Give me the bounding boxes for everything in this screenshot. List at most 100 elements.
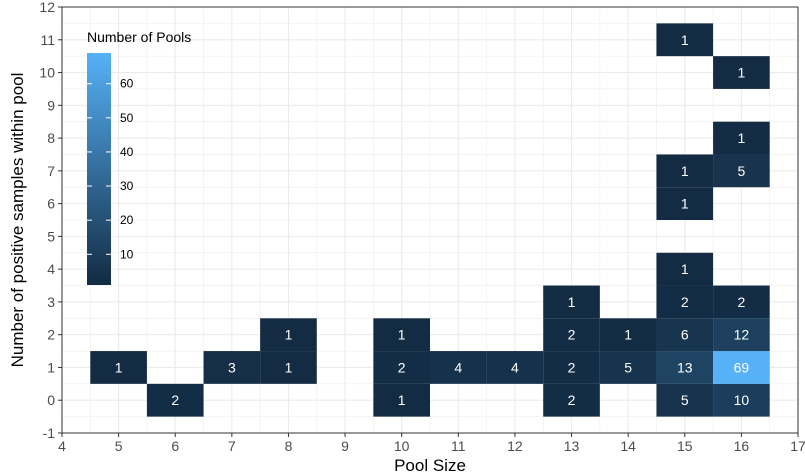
cell-value-label: 2 [568, 392, 576, 408]
heatmap-cell [430, 351, 487, 384]
heatmap-cell [373, 351, 430, 384]
y-tick-label: 8 [47, 130, 55, 146]
heatmap-cell [656, 252, 714, 286]
heatmap-cell [656, 23, 714, 57]
heatmap-cell [599, 351, 657, 384]
cell-value-label: 13 [677, 359, 693, 375]
heatmap-cell [599, 318, 657, 352]
x-tick-label: 15 [677, 438, 693, 454]
cell-value-label: 1 [681, 163, 689, 179]
heatmap-cell [656, 383, 714, 417]
cell-value-label: 4 [454, 359, 462, 375]
legend-title: Number of Pools [87, 29, 191, 45]
x-tick-label: 14 [620, 438, 636, 454]
heatmap-cell [146, 383, 204, 417]
heatmap-cell [486, 351, 544, 384]
x-tick-label: 8 [285, 438, 293, 454]
cell-value-label: 2 [568, 359, 576, 375]
x-tick-label: 17 [790, 438, 805, 454]
x-tick-label: 13 [564, 438, 580, 454]
y-tick-label: 6 [47, 196, 55, 212]
heatmap-cell [713, 154, 770, 188]
x-tick-label: 12 [507, 438, 523, 454]
x-axis-title: Pool Size [394, 456, 466, 475]
heatmap-cell [373, 318, 430, 352]
legend-tick-label: 20 [120, 213, 134, 227]
legend-tick-label: 60 [120, 77, 134, 91]
cell-value-label: 1 [115, 359, 123, 375]
y-axis-title: Number of positive samples within pool [8, 73, 27, 368]
cell-value-label: 69 [734, 359, 750, 375]
heatmap-cell [656, 154, 714, 188]
cell-value-label: 4 [511, 359, 519, 375]
y-tick-label: 10 [39, 65, 55, 81]
cell-value-label: 6 [681, 327, 689, 343]
heatmap-cell [656, 351, 714, 384]
x-tick-label: 9 [341, 438, 349, 454]
y-tick-label: 3 [47, 294, 55, 310]
heatmap-cell [543, 285, 600, 319]
heatmap-cell [713, 285, 770, 319]
heatmap-cell [656, 318, 714, 352]
x-tick-label: 16 [734, 438, 750, 454]
cell-value-label: 5 [737, 163, 745, 179]
cell-value-label: 1 [398, 392, 406, 408]
y-tick-label: 0 [47, 392, 55, 408]
cell-value-label: 12 [734, 327, 750, 343]
y-tick-label: 7 [47, 163, 55, 179]
y-tick-label: -1 [43, 425, 56, 441]
cell-value-label: 3 [228, 359, 236, 375]
cell-value-label: 1 [737, 65, 745, 81]
heatmap-cell [203, 351, 261, 384]
legend-colorbar [87, 53, 111, 285]
heatmap-cell [713, 318, 770, 352]
cell-value-label: 1 [624, 327, 632, 343]
cell-value-label: 5 [624, 359, 632, 375]
cell-value-label: 2 [681, 294, 689, 310]
heatmap-cell [543, 351, 600, 384]
x-tick-label: 7 [228, 438, 236, 454]
legend-tick-label: 50 [120, 111, 134, 125]
heatmap-cell [90, 351, 147, 384]
heatmap-cell [543, 318, 600, 352]
x-tick-label: 6 [171, 438, 179, 454]
heatmap-cell [713, 56, 770, 89]
y-tick-label: 5 [47, 228, 55, 244]
y-tick-label: 4 [47, 261, 55, 277]
cell-value-label: 5 [681, 392, 689, 408]
y-tick-label: 2 [47, 327, 55, 343]
heatmap-cell [713, 351, 770, 384]
heatmap-cell [656, 187, 714, 220]
cell-value-label: 2 [737, 294, 745, 310]
panel-border [61, 6, 799, 434]
cell-value-label: 1 [681, 196, 689, 212]
heatmap-cell [656, 285, 714, 319]
cell-value-label: 1 [398, 327, 406, 343]
cell-value-label: 2 [568, 327, 576, 343]
y-tick-label: 9 [47, 97, 55, 113]
cell-value-label: 2 [171, 392, 179, 408]
legend-tick-label: 30 [120, 179, 134, 193]
heatmap-cell [260, 318, 317, 352]
heatmap-cell [713, 383, 770, 417]
heatmap-cell [713, 121, 770, 155]
cell-value-label: 1 [737, 130, 745, 146]
heatmap-cell [260, 351, 317, 384]
y-tick-label: 11 [40, 32, 55, 48]
heatmap-cell [373, 383, 430, 417]
cell-value-label: 1 [285, 359, 293, 375]
x-tick-label: 5 [115, 438, 123, 454]
cell-value-label: 1 [568, 294, 576, 310]
x-tick-label: 11 [451, 438, 466, 454]
cell-value-label: 1 [681, 261, 689, 277]
cell-value-label: 10 [734, 392, 750, 408]
legend-tick-label: 40 [120, 145, 134, 159]
y-tick-label: 12 [39, 0, 55, 15]
legend: Number of Pools 10 20 30 40 50 60 [87, 29, 191, 285]
heatmap-cell [543, 383, 600, 417]
cell-value-label: 2 [398, 359, 406, 375]
